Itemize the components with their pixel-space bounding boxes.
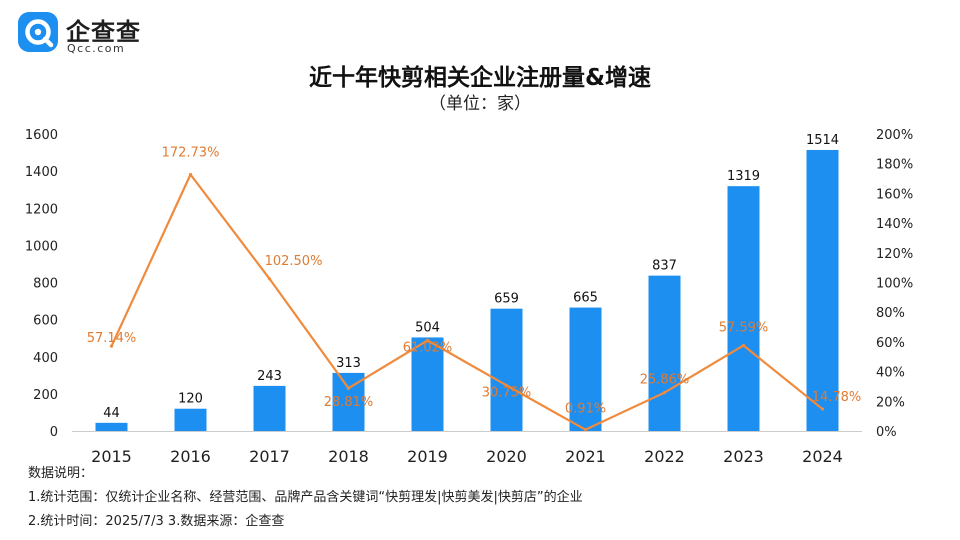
- x-tick-label: 2020: [486, 447, 527, 466]
- bar-value-label: 504: [415, 320, 440, 335]
- growth-point: [504, 383, 509, 387]
- bar: [806, 149, 839, 431]
- bar-value-label: 44: [103, 406, 120, 421]
- growth-label: 61.02%: [403, 340, 453, 355]
- y-right-tick-label: 200%: [876, 128, 913, 143]
- growth-rate-line: [110, 173, 824, 431]
- growth-label: 14.78%: [812, 390, 862, 405]
- notes-source: 2.统计时间：2025/7/3 3.数据来源：企查查: [28, 514, 285, 529]
- growth-point: [425, 338, 430, 342]
- y-left-tick-label: 0: [50, 425, 58, 440]
- x-tick-label: 2022: [644, 447, 685, 466]
- brand-name: 企查查: [66, 18, 141, 46]
- bar-value-label: 1319: [727, 169, 760, 184]
- y-left-tick-label: 800: [33, 277, 58, 292]
- bar: [95, 422, 128, 431]
- y-right-tick-label: 80%: [876, 306, 905, 321]
- x-tick-label: 2015: [91, 447, 132, 466]
- bar-value-label: 1514: [806, 133, 839, 148]
- y-left-tick-label: 1200: [25, 202, 58, 217]
- y-right-tick-label: 60%: [876, 336, 905, 351]
- growth-point: [662, 390, 667, 395]
- bar: [253, 385, 286, 431]
- x-tick-label: 2017: [249, 447, 290, 466]
- y-left-tick-label: 1000: [25, 239, 58, 254]
- growth-label: 28.81%: [324, 395, 374, 410]
- bar-value-label: 659: [494, 292, 519, 307]
- bar: [727, 186, 760, 431]
- growth-point: [820, 407, 825, 411]
- y-left-tick-label: 1400: [25, 165, 58, 180]
- y-right-tick-label: 0%: [876, 425, 897, 440]
- growth-point: [188, 172, 193, 177]
- growth-point: [109, 344, 114, 348]
- notes-scope: 1.统计范围：仅统计企业名称、经营范围、品牌产品含关键词“快剪理发|快剪美发|快…: [28, 490, 583, 505]
- y-right-tick-label: 180%: [876, 158, 913, 173]
- bar: [648, 275, 681, 431]
- x-tick-label: 2019: [407, 447, 448, 466]
- growth-label: 57.59%: [719, 320, 769, 335]
- bar-value-label: 243: [257, 369, 282, 384]
- bar-value-label: 313: [336, 356, 361, 371]
- growth-label: 102.50%: [265, 254, 323, 269]
- x-tick-label: 2018: [328, 447, 369, 466]
- y-left-tick-label: 400: [33, 351, 58, 366]
- y-right-tick-label: 40%: [876, 366, 905, 381]
- qcc-logo-icon: [18, 12, 58, 52]
- bar-value-label: 837: [652, 259, 677, 274]
- bar: [490, 308, 523, 431]
- growth-label: 30.75%: [482, 385, 532, 400]
- x-tick-label: 2021: [565, 447, 606, 466]
- bar: [411, 337, 444, 431]
- y-right-tick-label: 20%: [876, 395, 905, 410]
- y-left-tick-label: 1600: [25, 128, 58, 143]
- growth-point: [267, 277, 272, 281]
- y-left-tick-label: 600: [33, 314, 58, 329]
- bar-value-label: 120: [178, 392, 203, 407]
- growth-label: 25.86%: [640, 373, 690, 388]
- y-right-tick-label: 160%: [876, 187, 913, 202]
- chart-title: 近十年快剪相关企业注册量&增速: [308, 65, 652, 91]
- bar: [569, 307, 602, 431]
- growth-label: 57.14%: [87, 331, 137, 346]
- y-right-tick-label: 100%: [876, 277, 913, 292]
- growth-point: [741, 343, 746, 348]
- data-notes: 数据说明： 1.统计范围：仅统计企业名称、经营范围、品牌产品含关键词“快剪理发|…: [28, 464, 583, 536]
- x-tick-label: 2023: [723, 447, 764, 466]
- notes-heading: 数据说明：: [28, 466, 94, 481]
- brand-logo: 企查查 Qcc.com: [18, 12, 158, 56]
- y-right-tick-label: 120%: [876, 247, 913, 262]
- growth-label: 0.91%: [565, 402, 606, 417]
- y-right-tick-label: 140%: [876, 217, 913, 232]
- brand-domain: Qcc.com: [67, 42, 126, 55]
- growth-point: [583, 428, 588, 432]
- chart-subtitle: （单位：家）: [429, 94, 531, 114]
- y-left-tick-label: 200: [33, 388, 58, 403]
- growth-point: [346, 386, 351, 390]
- bar-value-label: 665: [573, 291, 598, 306]
- bar: [174, 408, 207, 431]
- x-tick-label: 2016: [170, 447, 211, 466]
- x-tick-label: 2024: [802, 447, 843, 466]
- growth-label: 172.73%: [162, 145, 220, 160]
